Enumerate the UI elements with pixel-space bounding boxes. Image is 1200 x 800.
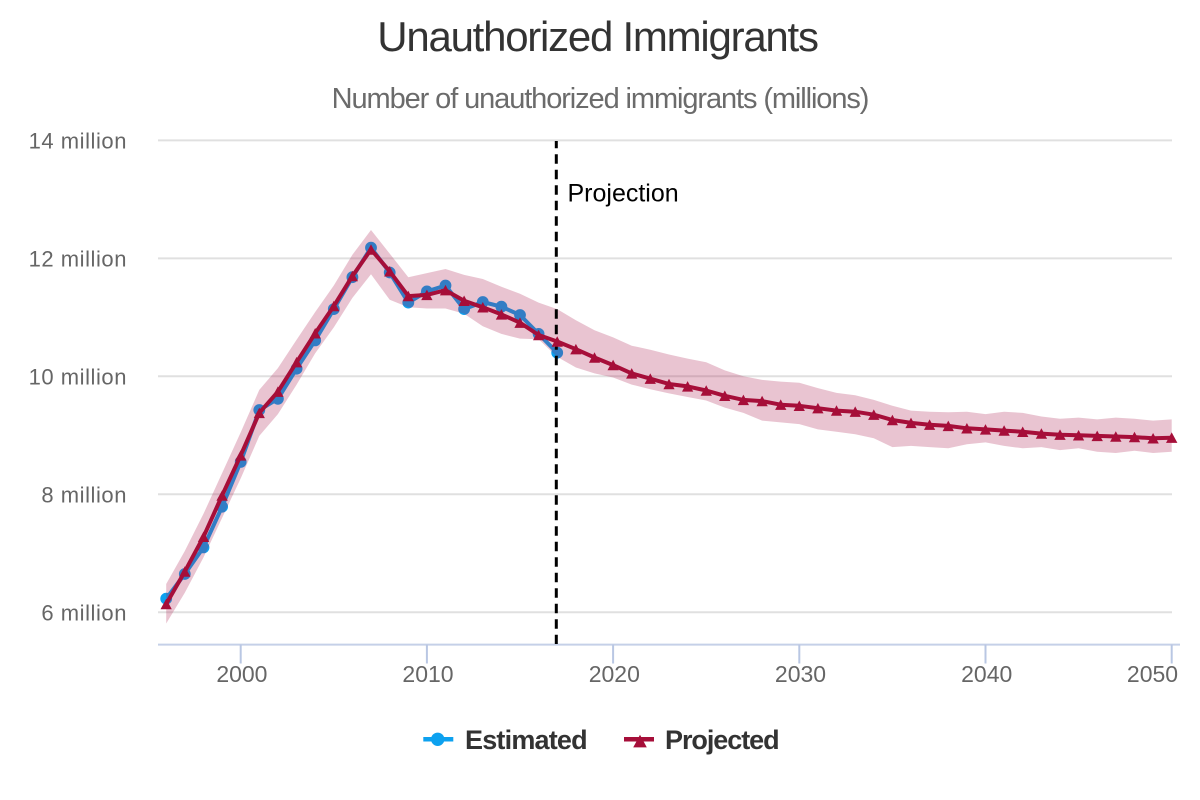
svg-text:2000: 2000 [216,661,267,687]
svg-text:Estimated: Estimated [465,725,587,755]
svg-text:10 million: 10 million [29,365,127,390]
svg-text:2010: 2010 [402,661,453,687]
svg-text:2020: 2020 [589,661,640,687]
svg-text:Projection: Projection [568,180,679,208]
svg-text:2040: 2040 [961,661,1012,687]
svg-text:Number of unauthorized immigra: Number of unauthorized immigrants (milli… [332,83,869,115]
svg-text:Unauthorized Immigrants: Unauthorized Immigrants [377,13,818,60]
svg-text:Projected: Projected [665,725,779,755]
svg-text:8 million: 8 million [41,483,127,508]
svg-text:14 million: 14 million [29,129,127,154]
svg-text:2050: 2050 [1127,661,1178,687]
svg-text:6 million: 6 million [41,601,127,626]
svg-text:2030: 2030 [775,661,826,687]
svg-text:12 million: 12 million [29,247,127,272]
